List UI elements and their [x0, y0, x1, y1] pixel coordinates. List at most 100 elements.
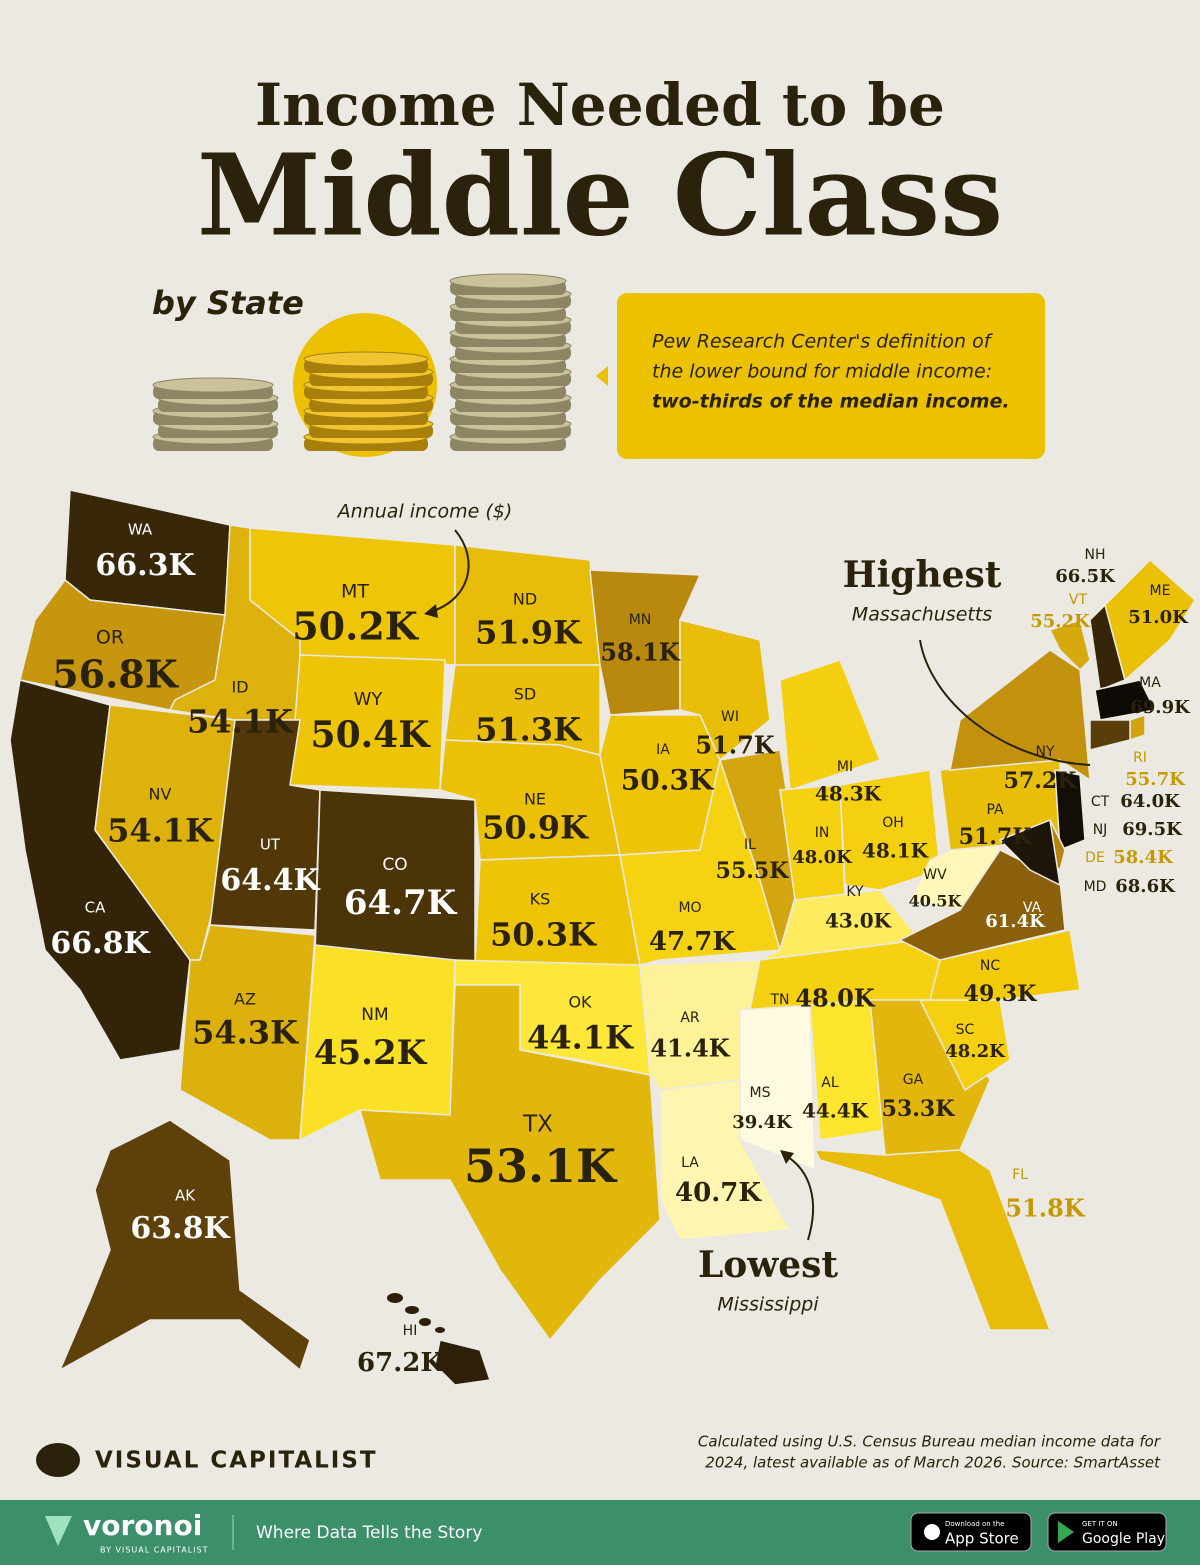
- apple-icon: [924, 1524, 940, 1540]
- callout-box: [617, 293, 1045, 459]
- state-abbr: MT: [341, 581, 369, 603]
- state-abbr: NJ: [1093, 822, 1108, 838]
- state-value: 50.9K: [482, 809, 589, 847]
- voronoi-logo: [45, 1516, 72, 1546]
- unit-note: Annual income ($): [336, 501, 513, 523]
- state: [998, 818, 1061, 887]
- state: [314, 789, 476, 966]
- state-value: 58.4K: [1113, 847, 1174, 868]
- state-abbr: NE: [524, 790, 546, 809]
- state-abbr: ID: [231, 678, 248, 697]
- state-abbr: WY: [354, 689, 384, 710]
- state-abbr: NC: [980, 958, 1000, 974]
- coin-illustration: [152, 273, 572, 457]
- state-abbr: TN: [769, 992, 789, 1008]
- state-abbr: MS: [750, 1085, 771, 1101]
- arrow-head: [424, 604, 438, 618]
- badge-box[interactable]: [910, 1512, 1032, 1552]
- state: [434, 1339, 491, 1386]
- state-value: 50.4K: [311, 714, 432, 756]
- state: [1048, 619, 1091, 672]
- state-abbr: IL: [744, 837, 756, 853]
- state-abbr: WI: [721, 709, 739, 725]
- state: [929, 929, 1081, 1001]
- state-labels: WA66.3KOR56.8KCA66.8KNV54.1KID54.1KMT50.…: [50, 521, 1191, 1379]
- callout-text: two-thirds of the median income.: [652, 391, 1010, 413]
- state-abbr: SC: [956, 1022, 975, 1038]
- state-abbr: OK: [568, 993, 592, 1012]
- state-value: 44.4K: [802, 1099, 869, 1123]
- state-value: 69.5K: [1122, 819, 1183, 840]
- state-abbr: AZ: [234, 990, 256, 1009]
- state-value: 44.1K: [527, 1019, 634, 1057]
- state-island: [387, 1293, 403, 1303]
- state-value: 58.1K: [600, 638, 680, 667]
- badge-small: GET IT ON: [1082, 1520, 1118, 1528]
- source-note: 2024, latest available as of March 2026.…: [705, 1454, 1161, 1472]
- lowest-title: Lowest: [698, 1244, 838, 1286]
- annotation-arrow: [919, 639, 1091, 766]
- state: [1129, 713, 1146, 742]
- state-abbr: VA: [1023, 900, 1042, 916]
- state-abbr: WV: [923, 867, 947, 883]
- state-value: 68.6K: [1115, 876, 1176, 897]
- state-abbr: OR: [96, 627, 124, 649]
- state-map: [9, 489, 1196, 1386]
- state-value: 53.3K: [882, 1096, 956, 1122]
- state-abbr: NM: [361, 1005, 388, 1025]
- state-abbr: RI: [1133, 750, 1147, 766]
- state-value: 51.0K: [1128, 607, 1189, 628]
- state-abbr: MD: [1084, 879, 1107, 895]
- voronoi-name: voronoi: [83, 1509, 202, 1542]
- brand-logo: [36, 1443, 80, 1477]
- state-abbr: AL: [821, 1075, 839, 1091]
- state-abbr: AK: [175, 1187, 196, 1205]
- state-abbr: MN: [629, 612, 652, 628]
- state-value: 64.4K: [220, 863, 320, 898]
- state-value: 43.0K: [825, 909, 892, 933]
- highest-title: Highest: [843, 554, 1002, 596]
- state: [739, 1004, 816, 1172]
- state-value: 47.7K: [649, 927, 736, 957]
- brand-name: VISUAL CAPITALIST: [95, 1448, 378, 1474]
- state: [1094, 679, 1157, 721]
- state: [839, 769, 941, 891]
- state-abbr: HI: [403, 1323, 418, 1339]
- state-island: [435, 1327, 445, 1333]
- subtitle: by State: [152, 284, 304, 322]
- state-value: 40.7K: [675, 1178, 762, 1208]
- state-abbr: MI: [837, 759, 853, 775]
- state-abbr: CA: [85, 899, 106, 917]
- state-value: 45.2K: [314, 1033, 428, 1073]
- state-abbr: ME: [1150, 583, 1171, 599]
- app-store-badge[interactable]: Download on the App Store: [910, 1512, 1032, 1552]
- state-value: 69.9K: [1130, 697, 1191, 718]
- state-abbr: TX: [522, 1112, 553, 1138]
- coin-top: [303, 351, 429, 367]
- state-value: 66.5K: [1055, 566, 1116, 587]
- google-play-badge[interactable]: GET IT ON Google Play: [1047, 1512, 1167, 1552]
- callout-text: Pew Research Center's definition of: [652, 331, 994, 353]
- state-abbr: WA: [128, 521, 153, 539]
- coin-top: [152, 377, 274, 393]
- badge-box[interactable]: [1047, 1512, 1167, 1552]
- state-value: 64.7K: [344, 883, 458, 923]
- lowest-state: Mississippi: [717, 1294, 819, 1316]
- state-value: 48.0K: [792, 847, 853, 868]
- state-value: 39.4K: [732, 1112, 793, 1133]
- state-abbr: OH: [882, 815, 904, 831]
- highest-state: Massachusetts: [852, 604, 992, 626]
- callout-text: the lower bound for middle income:: [652, 361, 992, 383]
- state: [58, 1119, 311, 1372]
- state-abbr: UT: [260, 836, 281, 854]
- state: [1054, 769, 1086, 852]
- state-abbr: VT: [1069, 592, 1088, 608]
- state-value: 66.3K: [95, 548, 195, 583]
- state-value: 48.3K: [815, 782, 882, 806]
- state-value: 49.3K: [964, 981, 1038, 1007]
- state-abbr: AR: [680, 1010, 700, 1026]
- state-value: 51.9K: [475, 614, 582, 652]
- state-value: 48.2K: [945, 1041, 1006, 1062]
- state-abbr: GA: [903, 1072, 924, 1088]
- badge-small: Download on the: [945, 1520, 1004, 1528]
